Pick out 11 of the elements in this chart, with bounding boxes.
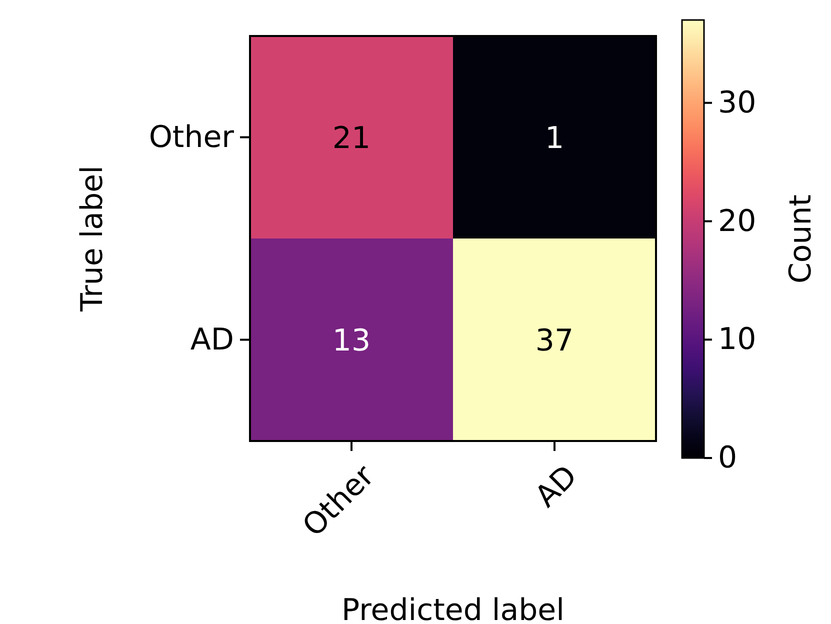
- data-label: 13: [332, 323, 371, 358]
- color-bar-label: 30: [718, 85, 756, 120]
- color-bar-label: 20: [718, 204, 756, 239]
- color-bar-label: 10: [718, 322, 756, 358]
- data-label: 21: [332, 120, 371, 156]
- color-bar-title: Count: [784, 194, 818, 284]
- data-label: 1: [544, 120, 564, 156]
- y-axis-title: True label: [75, 166, 110, 312]
- color-bar-label: 0: [718, 440, 738, 476]
- x-axis-title: Predicted label: [342, 593, 564, 624]
- data-label: 37: [535, 323, 574, 358]
